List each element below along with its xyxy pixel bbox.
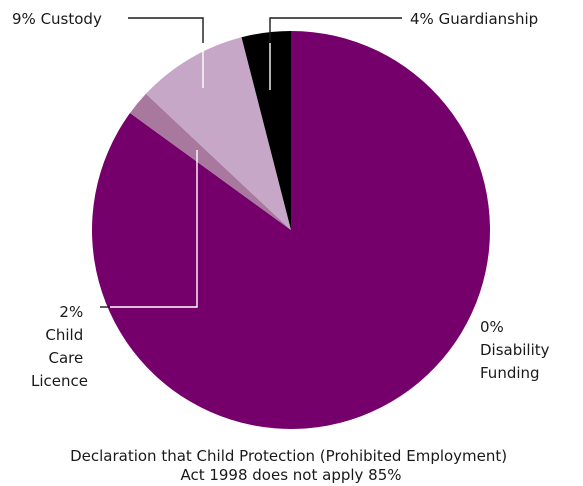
label-child-care-line-1: 2% bbox=[59, 303, 83, 321]
label-declaration: Declaration that Child Protection (Prohi… bbox=[70, 447, 512, 484]
pie-slice-declaration bbox=[92, 31, 491, 429]
label-declaration-line-2: Act 1998 does not apply 85% bbox=[180, 466, 401, 484]
label-child-care-line-4: Licence bbox=[31, 372, 88, 390]
leader-line-custody-out bbox=[128, 17, 204, 43]
pie-slice-custody bbox=[145, 37, 291, 230]
label-child-care-line-2: Child bbox=[45, 326, 83, 344]
pie-slice-guardianship bbox=[241, 31, 291, 230]
label-disability: 0% Disability Funding bbox=[480, 318, 554, 382]
label-guardianship: 4% Guardianship bbox=[410, 10, 538, 28]
label-child-care-line-3: Care bbox=[48, 349, 83, 367]
leader-line-child-care bbox=[110, 150, 198, 308]
label-declaration-line-1: Declaration that Child Protection (Prohi… bbox=[70, 447, 507, 465]
label-custody: 9% Custody bbox=[12, 10, 102, 28]
label-disability-line-2: Disability bbox=[480, 341, 550, 359]
pie-slice-child-care-licence bbox=[130, 93, 291, 230]
label-disability-line-3: Funding bbox=[480, 364, 540, 382]
label-disability-line-1: 0% bbox=[480, 318, 504, 336]
leader-line-guardianship-out bbox=[269, 17, 402, 43]
pie-slices bbox=[92, 31, 491, 429]
label-child-care: 2% Child Care Licence bbox=[31, 303, 88, 390]
